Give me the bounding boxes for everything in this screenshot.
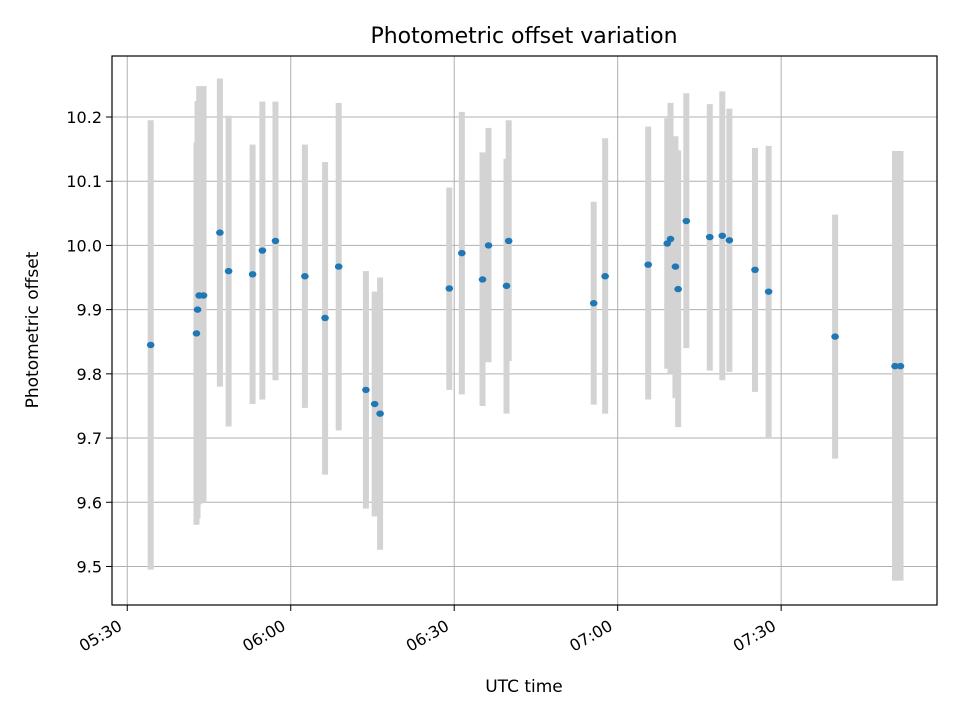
data-point	[831, 333, 839, 340]
data-point	[484, 242, 493, 249]
data-point	[271, 237, 280, 245]
data-point	[644, 261, 652, 268]
y-tick-label: 9.9	[77, 301, 102, 320]
data-point	[674, 285, 682, 293]
data-point	[751, 266, 759, 274]
data-point	[725, 237, 734, 244]
data-point	[764, 288, 773, 295]
data-point	[671, 263, 680, 270]
data-point	[146, 341, 155, 349]
plot-frame	[111, 55, 938, 606]
data-point	[478, 276, 487, 283]
data-point	[504, 237, 513, 245]
data-point	[682, 217, 691, 225]
x-tick-label: 07:30	[730, 616, 779, 656]
y-tick-label: 10.1	[66, 172, 102, 191]
y-tick-label: 9.6	[77, 493, 102, 512]
data-point	[362, 386, 370, 394]
data-point	[216, 229, 224, 236]
data-point	[248, 271, 257, 278]
error-bars	[147, 78, 904, 581]
data-point	[891, 362, 899, 370]
data-point	[193, 306, 202, 313]
data-point	[224, 267, 233, 275]
x-axis-label: UTC time	[485, 677, 563, 697]
x-axis-ticks: 05:30 06:00 06:30 07:00 07:30	[76, 605, 782, 656]
y-tick-label: 9.5	[77, 557, 102, 576]
data-point	[376, 410, 384, 417]
y-tick-label: 10.0	[66, 236, 102, 255]
chart-title: Photometric offset variation	[370, 24, 677, 49]
y-axis-ticks: 9.5 9.6 9.7 9.8 9.9 10.0 10.1 10.2	[66, 108, 112, 576]
data-point	[321, 314, 329, 322]
data-point	[192, 330, 201, 337]
data-point	[458, 249, 466, 257]
x-tick-label: 06:30	[403, 616, 452, 656]
data-point	[301, 273, 309, 280]
data-points	[146, 217, 905, 417]
data-point	[445, 285, 454, 292]
data-point	[601, 273, 609, 280]
data-point	[589, 300, 598, 307]
data-point	[334, 263, 343, 270]
data-point	[705, 233, 714, 241]
x-tick-label: 05:30	[76, 616, 125, 656]
x-tick-label: 06:00	[239, 616, 288, 656]
x-tick-label: 07:00	[566, 616, 615, 656]
data-point	[502, 282, 511, 290]
data-point	[666, 235, 675, 243]
y-tick-label: 9.8	[77, 365, 102, 384]
data-point	[896, 362, 905, 370]
data-point	[718, 232, 727, 239]
y-axis-label: Photometric offset	[23, 251, 43, 408]
y-tick-label: 9.7	[77, 429, 102, 448]
data-point	[258, 247, 267, 254]
data-point	[370, 400, 379, 408]
grid	[112, 56, 937, 605]
y-tick-label: 10.2	[66, 108, 102, 127]
data-point	[199, 292, 208, 299]
